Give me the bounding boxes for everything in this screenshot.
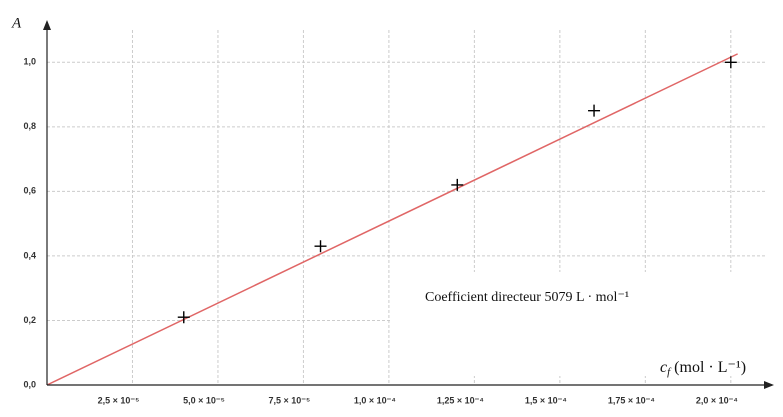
x-axis-arrow [764,381,774,389]
y-tick-label: 0,4 [23,250,36,260]
y-tick-label: 0,6 [23,186,36,196]
y-tick-label: 0,0 [23,379,36,389]
x-tick-label: 2,0 × 10⁻⁴ [696,395,738,405]
data-point [177,311,190,324]
annotation-background [390,272,766,376]
x-tick-label: 1,0 × 10⁻⁴ [354,395,396,405]
x-tick-label: 1,25 × 10⁻⁴ [437,395,484,405]
annotation: Coefficient directeur 5079 L · mol⁻¹ [425,290,629,305]
x-tick-label: 5,0 × 10⁻⁵ [183,395,225,405]
y-tick-label: 0,8 [23,121,36,131]
y-axis-label: A [11,15,22,31]
y-tick-label: 1,0 [23,57,36,67]
y-axis-arrow [43,20,51,30]
data-point [314,240,327,253]
x-label-unit: (mol · L⁻¹) [674,359,746,376]
x-tick-label: 1,5 × 10⁻⁴ [525,395,567,405]
x-label-symbol: c [660,359,667,376]
x-tick-label: 7,5 × 10⁻⁵ [269,395,311,405]
fit-line [46,53,738,386]
data-point [588,104,601,117]
x-tick-label: 1,75 × 10⁻⁴ [608,395,655,405]
x-tick-label: 2,5 × 10⁻⁵ [98,395,140,405]
x-label-subscript: f [667,366,672,378]
plot [46,53,738,386]
y-tick-label: 0,2 [23,315,36,325]
data-point [451,178,464,191]
x-axis-label: cf (mol · L⁻¹) [660,359,746,378]
data-point [724,56,737,69]
